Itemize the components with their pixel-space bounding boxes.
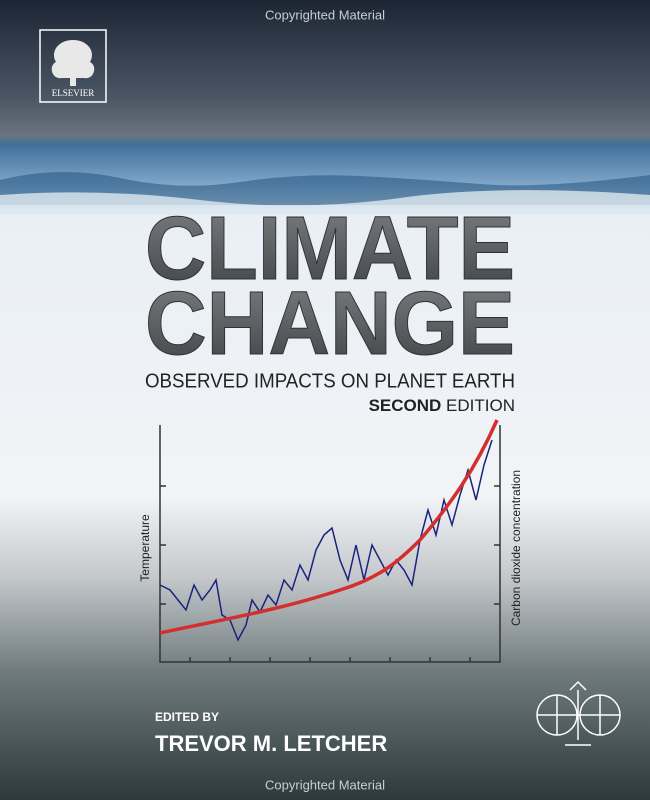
watermark: Copyrighted Material <box>265 7 385 22</box>
edition: SECOND EDITION <box>369 396 515 415</box>
graph-axes <box>159 425 501 663</box>
title-line: CHANGE <box>145 274 515 374</box>
editor-name: TREVOR M. LETCHER <box>155 731 387 756</box>
edition-ordinal: SECOND <box>369 396 442 415</box>
surf <box>0 190 650 215</box>
subtitle: OBSERVED IMPACTS ON PLANET EARTH <box>145 370 515 392</box>
logo-tree <box>51 40 95 86</box>
axis-label: Temperature <box>138 514 152 582</box>
watermark: Copyrighted Material <box>265 777 385 792</box>
temperature-curve <box>159 439 493 642</box>
publisher-logo <box>39 29 107 103</box>
axis-label: Carbon dioxide concentration <box>509 470 523 626</box>
co2-curve <box>159 419 499 635</box>
editor-label: EDITED BY <box>155 710 219 724</box>
publisher-name: ELSEVIER <box>52 88 95 98</box>
title-line: CLIMATE <box>145 199 515 299</box>
edition-word: EDITION <box>446 396 515 415</box>
society-emblem <box>536 680 621 746</box>
